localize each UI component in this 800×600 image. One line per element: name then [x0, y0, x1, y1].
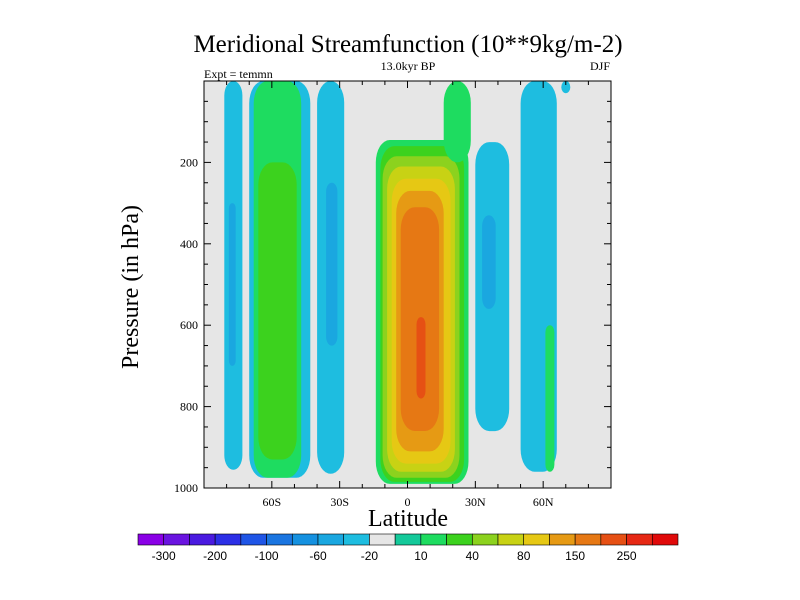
colorbar-swatch [291, 533, 319, 546]
colorbar-swatch [189, 533, 216, 546]
contour-blue-cell-polar-south-deep [228, 203, 236, 366]
contour-green-strip-midlat-north [545, 325, 555, 472]
x-axis-title: Latitude [368, 506, 448, 532]
colorbar-swatch [497, 533, 525, 546]
colorbar-label: -20 [361, 549, 379, 563]
colorbar-label: 250 [617, 549, 637, 563]
contour-regions [224, 81, 571, 484]
colorbar-label: -60 [309, 549, 327, 563]
plot-area: 200 400 600 800 1000 60S 30S 0 30N 60N [174, 80, 612, 509]
colorbar-label: 150 [565, 549, 585, 563]
y-tick-label: 600 [180, 318, 198, 332]
colorbar-swatch [137, 533, 165, 546]
colorbar-swatch [549, 533, 576, 546]
x-tick-label: 30S [330, 495, 349, 509]
x-axis-ticks: 60S 30S 0 30N 60N [226, 81, 589, 509]
colorbar-swatch [574, 533, 602, 546]
colorbar-label: 10 [414, 549, 428, 563]
chart-subtitle: 13.0kyr BP [381, 59, 436, 73]
colorbar-swatch [266, 533, 293, 546]
colorbar-swatch [214, 533, 242, 546]
colorbar-swatch [163, 533, 190, 546]
colorbar-swatch [651, 533, 679, 546]
colorbar-swatch [394, 533, 422, 546]
colorbar-label: -200 [203, 549, 227, 563]
chart-title: Meridional Streamfunction (10**9kg/m-2) [193, 31, 622, 58]
colorbar-swatch [600, 533, 627, 546]
colorbar-swatch [420, 533, 447, 546]
colorbar-labels: -300 -200 -100 -60 -20 10 40 80 150 250 [152, 549, 637, 563]
colorbar-swatch [626, 533, 653, 546]
contour-blue-cell-top-north [561, 81, 571, 94]
colorbar [137, 533, 679, 546]
colorbar-swatch [317, 533, 345, 546]
x-tick-label: 60S [262, 495, 281, 509]
season-label: DJF [590, 59, 610, 73]
colorbar-swatch [369, 533, 396, 546]
contour-hadley-red-orange-core [416, 317, 426, 399]
y-tick-label: 200 [180, 155, 198, 169]
x-tick-label: 30N [465, 495, 486, 509]
colorbar-swatch [240, 533, 267, 546]
y-tick-label: 800 [180, 400, 198, 414]
colorbar-label: -100 [255, 549, 279, 563]
colorbar-swatch [471, 533, 499, 546]
colorbar-swatch [343, 533, 370, 546]
colorbar-label: 40 [466, 549, 480, 563]
colorbar-label: -300 [152, 549, 176, 563]
experiment-label: Expt = temmn [204, 67, 273, 81]
contour-green-cap-equatorial [443, 81, 471, 163]
contour-blue-cell-subtropic-south-core [326, 182, 338, 346]
x-tick-label: 60N [533, 495, 554, 509]
contour-blue-cell-subtropic-north-core [482, 215, 496, 309]
colorbar-label: 80 [517, 549, 531, 563]
y-axis-title: Pressure (in hPa) [118, 205, 144, 369]
colorbar-swatch [446, 533, 473, 546]
colorbar-swatch [523, 533, 550, 546]
contour-green-band-midlat-south-core [258, 162, 297, 460]
y-axis-ticks: 200 400 600 800 1000 [174, 100, 611, 495]
y-tick-label: 1000 [174, 481, 198, 495]
x-tick-label: 0 [405, 495, 411, 509]
y-tick-label: 400 [180, 237, 198, 251]
